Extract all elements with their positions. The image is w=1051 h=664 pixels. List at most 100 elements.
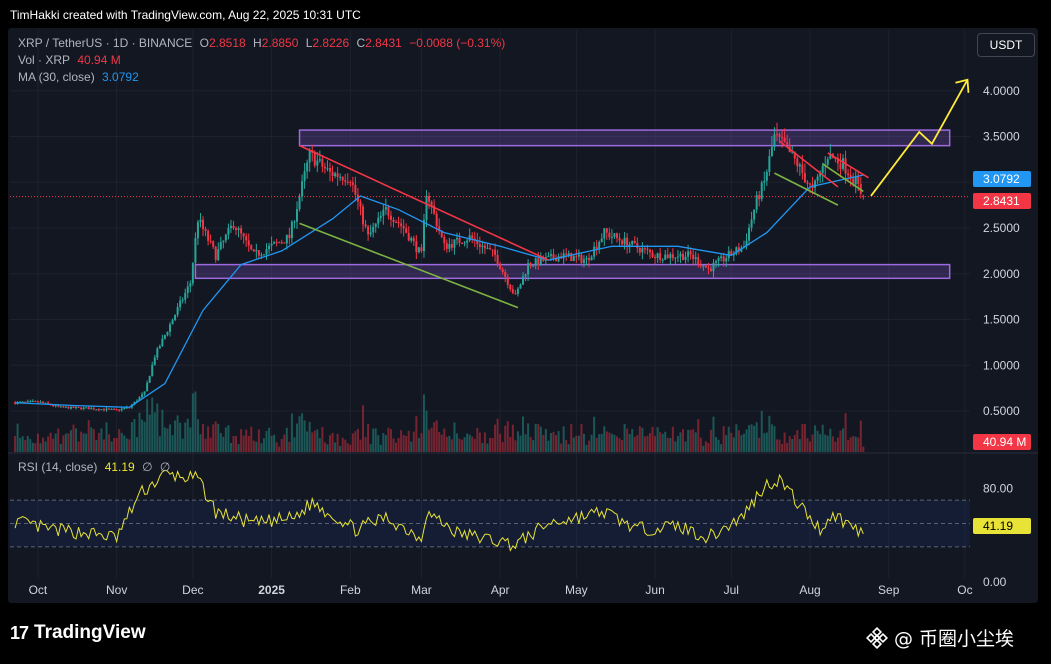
volume-bar [209,437,212,452]
candle-body [461,242,464,244]
volume-bar [415,416,418,452]
volume-bar [123,435,126,452]
candle-body [265,249,268,255]
volume-bar [377,435,380,452]
volume-bar [430,427,433,452]
volume-bar [511,424,514,452]
candle-body [336,173,339,177]
volume-bar [158,436,161,452]
resistance-zone [298,129,951,147]
volume-bar [821,424,824,452]
candle-body [809,183,811,185]
volume-bar [257,429,260,452]
volume-bar [77,441,80,452]
candle-body [87,407,90,410]
volume-bar [227,425,230,452]
volume-bar [666,437,669,452]
candle-body [631,240,634,245]
candle-body [816,176,819,181]
ma-value: 3.0792 [102,70,139,84]
candle-body [836,158,839,164]
volume-bar [613,434,616,452]
candle-body [108,408,111,410]
volume-bar [608,432,611,452]
volume-bar [585,444,588,452]
support-zone [194,263,951,280]
candle-body [115,409,118,411]
candle-body [694,257,697,260]
time-tick-label: Mar [411,583,432,597]
volume-bar [641,427,644,452]
candle-body [72,406,75,408]
candle-body [765,171,768,181]
volume-bar [722,426,725,452]
candle-body [313,152,316,166]
candle-body [786,142,789,145]
candle-body [768,156,771,172]
red-trendline [827,152,869,179]
volume-bar [704,441,707,452]
candle-body [575,256,578,258]
candle-body [798,164,801,167]
candle-body [270,243,273,246]
volume-bar [748,425,751,452]
volume-bar [29,439,32,452]
volume-bar [19,437,22,452]
candle-body [476,240,479,245]
candle-body [821,165,824,173]
volume-bar [44,441,47,452]
volume-bar [72,424,75,452]
candle-body [506,276,509,285]
volume-bar [765,432,768,452]
volume-bar [674,441,677,452]
volume-bar [379,444,382,452]
candle-body [463,242,466,244]
candle-body [62,406,65,408]
legend-row-ohlc: XRP / TetherUS · 1D · BINANCE O2.8518 H2… [18,36,509,50]
candle-body [329,168,331,172]
volume-bar [54,433,57,452]
volume-bar [323,442,326,452]
candle-body [135,400,138,402]
candle-body [372,226,375,233]
candle-body [262,254,265,256]
volume-bar [207,426,210,452]
volume-bar [516,431,519,452]
volume-bar [329,435,331,452]
candle-body [664,254,667,260]
volume-bar [555,435,558,452]
volume-bar [148,414,151,452]
tradingview-mark-icon: 17 [10,622,29,643]
volume-bar [412,431,415,452]
high-value: 2.8850 [261,36,299,50]
chart-frame[interactable] [8,28,1038,603]
tradingview-logo[interactable]: 17 TradingView [10,622,146,644]
candle-body [814,180,817,188]
candle-body [709,268,712,272]
rsi-value: 41.19 [104,460,135,474]
candle-body [661,259,664,261]
candle-body [707,267,710,269]
volume-bar [389,429,392,452]
volume-bar [539,426,542,452]
volume-bar [461,439,464,452]
candle-body [384,206,387,210]
candle-body [397,222,400,224]
candle-body [572,256,575,262]
volume-bar [42,437,45,452]
price-tick-label: 3.5000 [983,130,1020,144]
candle-body [610,236,613,238]
candle-body [443,236,446,244]
candle-body [567,253,570,255]
currency-button[interactable]: USDT [977,33,1035,57]
volume-bar [651,426,654,452]
candle-body [654,256,657,259]
candle-body [95,409,98,411]
candle-body [643,248,646,250]
candle-body [163,335,166,339]
volume-bar [778,439,781,452]
volume-bar [331,432,334,452]
candle-body [420,247,423,252]
volume-bar [275,442,278,452]
